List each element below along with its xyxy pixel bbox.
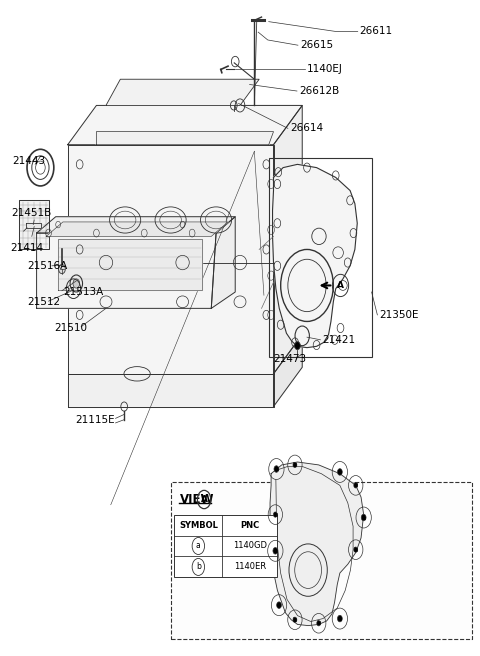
Circle shape [361,514,366,521]
Text: 21421: 21421 [322,335,355,345]
Polygon shape [273,165,357,348]
Circle shape [274,466,279,472]
Text: 21513A: 21513A [63,287,103,297]
Circle shape [295,342,300,350]
Text: b: b [354,482,358,488]
Circle shape [293,617,297,623]
Text: a: a [277,602,281,608]
Text: a: a [338,469,342,475]
Text: VIEW: VIEW [180,493,215,506]
Text: 21443: 21443 [12,156,46,166]
Text: b: b [316,621,321,626]
Text: b: b [293,617,297,623]
Text: 26611: 26611 [360,26,393,37]
Polygon shape [19,200,48,249]
Text: b: b [293,462,297,468]
Text: 21512: 21512 [27,297,60,307]
Text: 26614: 26614 [290,123,323,133]
Text: b: b [273,512,277,518]
Text: A: A [337,281,344,290]
Circle shape [59,264,65,274]
Text: a: a [361,514,366,520]
Text: 26612B: 26612B [299,86,339,96]
Circle shape [354,547,358,552]
Circle shape [337,468,342,475]
Text: 21115E: 21115E [75,415,115,424]
Text: PNC: PNC [240,521,259,529]
Text: 21350E: 21350E [379,310,418,320]
Circle shape [276,602,281,608]
Text: 1140EJ: 1140EJ [307,64,343,74]
Polygon shape [211,216,235,308]
Polygon shape [96,132,274,145]
Text: 1140ER: 1140ER [234,562,266,571]
Polygon shape [274,106,302,374]
Text: b: b [354,546,358,552]
Text: a: a [338,615,342,622]
Polygon shape [36,216,235,233]
Text: A: A [201,495,208,504]
Polygon shape [58,239,202,290]
Bar [174,514,277,577]
Polygon shape [68,145,274,374]
Text: 21451B: 21451B [11,209,51,218]
Polygon shape [274,335,302,407]
Circle shape [273,548,278,554]
Text: 1140GD: 1140GD [233,541,267,550]
Circle shape [293,462,297,468]
Text: 21414: 21414 [10,243,43,253]
Text: 21473: 21473 [274,354,307,365]
Circle shape [73,279,80,288]
Text: 21516A: 21516A [27,261,67,271]
Polygon shape [68,374,274,407]
Text: a: a [273,548,277,554]
Polygon shape [46,222,228,236]
Bar [170,482,472,639]
Circle shape [317,621,321,626]
Text: b: b [196,562,201,571]
Polygon shape [68,106,302,145]
Polygon shape [106,79,259,106]
Circle shape [354,483,358,488]
Text: a: a [196,541,201,550]
Text: a: a [274,466,278,472]
Polygon shape [25,223,41,228]
Polygon shape [36,233,216,308]
Polygon shape [270,462,364,626]
Bar [269,158,372,358]
Text: 21510: 21510 [54,323,87,333]
Circle shape [274,512,277,517]
Text: SYMBOL: SYMBOL [179,521,218,529]
Text: 26615: 26615 [300,40,333,51]
Circle shape [337,615,342,622]
